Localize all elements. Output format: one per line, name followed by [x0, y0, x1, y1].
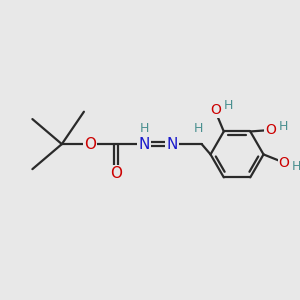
Text: H: H: [140, 122, 149, 135]
Text: O: O: [110, 166, 122, 181]
Text: H: H: [279, 120, 288, 133]
Text: O: O: [210, 103, 221, 117]
Text: H: H: [224, 99, 233, 112]
Text: O: O: [84, 136, 96, 152]
Text: O: O: [279, 156, 289, 170]
Text: H: H: [194, 122, 203, 135]
Text: O: O: [266, 123, 276, 137]
Text: N: N: [167, 136, 178, 152]
Text: H: H: [292, 160, 300, 173]
Text: N: N: [139, 136, 150, 152]
